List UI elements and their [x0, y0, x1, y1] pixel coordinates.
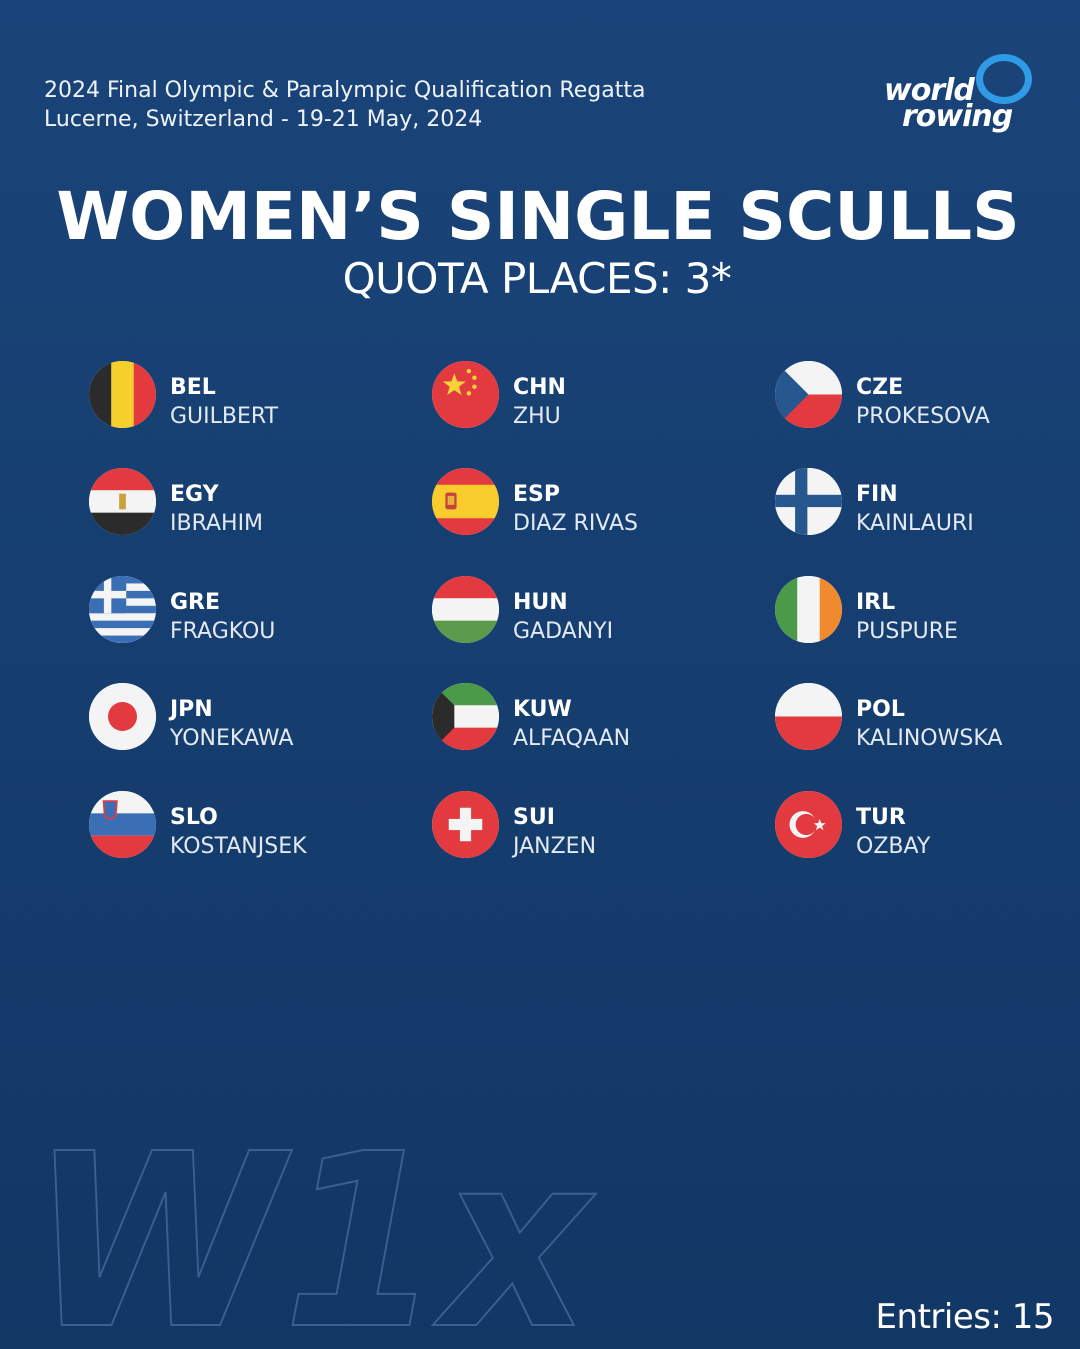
country-code: SUI — [513, 805, 555, 830]
turkey-flag-icon — [775, 791, 842, 858]
spain-flag-icon — [432, 468, 499, 535]
finland-flag-icon — [775, 468, 842, 535]
egypt-flag-icon — [89, 468, 156, 535]
country-code: SLO — [170, 805, 218, 830]
country-code: FIN — [856, 482, 898, 507]
athlete-name: IBRAHIM — [170, 511, 264, 536]
athlete-name: KALINOWSKA — [856, 726, 1003, 751]
quota-places: QUOTA PLACES: 3* — [342, 254, 732, 303]
athlete-name: PROKESOVA — [856, 404, 990, 429]
country-code: POL — [856, 697, 905, 722]
athlete-name: GUILBERT — [170, 404, 279, 429]
athlete-name: KOSTANJSEK — [170, 834, 307, 859]
athlete-name: ZHU — [513, 404, 561, 429]
japan-flag-icon — [89, 683, 156, 750]
country-code: IRL — [856, 590, 896, 615]
poland-flag-icon — [775, 683, 842, 750]
czechia-flag-icon — [775, 361, 842, 428]
page-title: WOMEN’S SINGLE SCULLS — [56, 178, 1020, 255]
entry-slo: SLO KOSTANJSEK — [89, 791, 409, 861]
event-name: 2024 Final Olympic & Paralympic Qualific… — [44, 78, 646, 103]
event-location-date: Lucerne, Switzerland - 19-21 May, 2024 — [44, 107, 483, 132]
entry-bel: BEL GUILBERT — [89, 361, 409, 431]
entry-hun: HUN GADANYI — [432, 576, 752, 646]
country-code: BEL — [170, 375, 216, 400]
entry-gre: GRE FRAGKOU — [89, 576, 409, 646]
greece-flag-icon — [89, 576, 156, 643]
entry-jpn: JPN YONEKAWA — [89, 683, 409, 753]
hungary-flag-icon — [432, 576, 499, 643]
athlete-name: PUSPURE — [856, 619, 958, 644]
entries-grid: BEL GUILBERT CHN ZHU CZE PROKESOVA EGY I… — [89, 361, 1049, 881]
slovenia-flag-icon — [89, 791, 156, 858]
china-flag-icon — [432, 361, 499, 428]
entry-tur: TUR OZBAY — [775, 791, 1080, 861]
world-rowing-logo: world rowing — [884, 50, 1044, 140]
switzerland-flag-icon — [432, 791, 499, 858]
athlete-name: DIAZ RIVAS — [513, 511, 638, 536]
athlete-name: FRAGKOU — [170, 619, 276, 644]
boat-class-watermark: W1x — [30, 1115, 598, 1345]
athlete-name: OZBAY — [856, 834, 931, 859]
entry-sui: SUI JANZEN — [432, 791, 752, 861]
athlete-name: ALFAQAAN — [513, 726, 631, 751]
entry-pol: POL KALINOWSKA — [775, 683, 1080, 753]
country-code: CZE — [856, 375, 904, 400]
country-code: HUN — [513, 590, 568, 615]
athlete-name: GADANYI — [513, 619, 614, 644]
country-code: CHN — [513, 375, 566, 400]
entry-esp: ESP DIAZ RIVAS — [432, 468, 752, 538]
country-code: TUR — [856, 805, 906, 830]
entry-fin: FIN KAINLAURI — [775, 468, 1080, 538]
athlete-name: KAINLAURI — [856, 511, 974, 536]
event-info: 2024 Final Olympic & Paralympic Qualific… — [44, 76, 645, 134]
athlete-name: JANZEN — [513, 834, 597, 859]
entry-chn: CHN ZHU — [432, 361, 752, 431]
country-code: GRE — [170, 590, 221, 615]
boat-class-text: W1x — [30, 1115, 597, 1345]
entry-egy: EGY IBRAHIM — [89, 468, 409, 538]
logo-word-rowing: rowing — [902, 99, 1013, 134]
logo-ring-icon — [976, 54, 1032, 104]
country-code: EGY — [170, 482, 219, 507]
kuwait-flag-icon — [432, 683, 499, 750]
entry-cze: CZE PROKESOVA — [775, 361, 1080, 431]
country-code: KUW — [513, 697, 572, 722]
entry-irl: IRL PUSPURE — [775, 576, 1080, 646]
athlete-name: YONEKAWA — [170, 726, 294, 751]
country-code: ESP — [513, 482, 560, 507]
ireland-flag-icon — [775, 576, 842, 643]
logo-word-world: world — [884, 73, 975, 108]
belgium-flag-icon — [89, 361, 156, 428]
entries-count: Entries: 15 — [875, 1297, 1055, 1337]
entry-kuw: KUW ALFAQAAN — [432, 683, 752, 753]
country-code: JPN — [170, 697, 213, 722]
